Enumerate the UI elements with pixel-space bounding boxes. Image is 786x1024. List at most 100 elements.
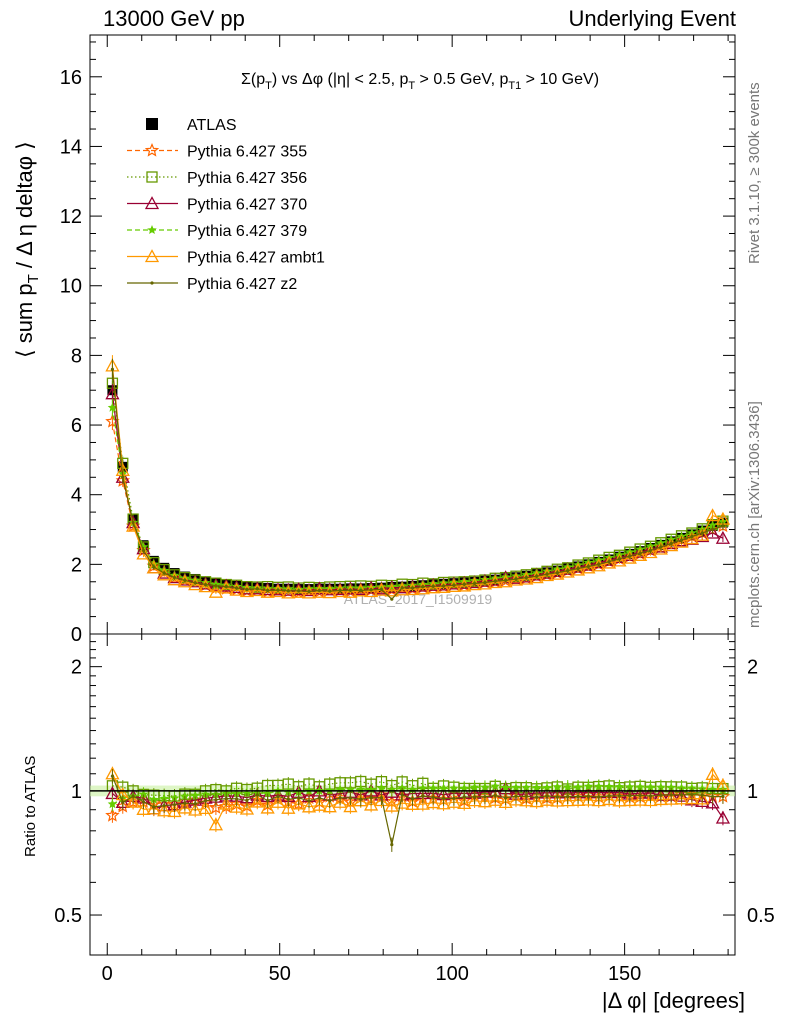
data-point bbox=[136, 546, 151, 560]
ratio-plot: 0 50 100 150 0.5 0.5 1 1 2 2 bbox=[54, 633, 775, 985]
data-point bbox=[395, 580, 410, 594]
data-point bbox=[255, 587, 259, 591]
data-point bbox=[266, 588, 270, 593]
x-tick-label: 50 bbox=[269, 963, 291, 985]
ratio-point bbox=[638, 793, 642, 798]
ratio-point bbox=[617, 794, 622, 798]
ratio-point bbox=[612, 793, 627, 807]
data-point bbox=[395, 582, 410, 596]
ratio-point bbox=[426, 795, 441, 809]
data-point bbox=[586, 564, 591, 569]
ratio-point bbox=[291, 796, 306, 810]
ratio-point bbox=[625, 782, 635, 791]
data-point bbox=[359, 588, 363, 593]
data-point bbox=[715, 530, 731, 544]
ratio-point bbox=[695, 791, 710, 805]
data-point bbox=[638, 551, 642, 555]
data-point bbox=[107, 402, 118, 412]
ratio-point bbox=[508, 792, 524, 806]
series-pythia-6-427-379 bbox=[107, 398, 728, 594]
data-point bbox=[343, 584, 358, 598]
ratio-point bbox=[452, 796, 456, 800]
ratio-point bbox=[410, 797, 415, 801]
data-point bbox=[633, 547, 648, 561]
ratio-point bbox=[343, 799, 358, 813]
ratio-point bbox=[214, 798, 218, 802]
y-tick-label: 10 bbox=[60, 276, 82, 298]
data-point bbox=[193, 581, 197, 585]
ratio-point bbox=[721, 794, 725, 799]
data-point bbox=[270, 584, 286, 598]
ratio-point bbox=[573, 782, 583, 792]
data-point bbox=[208, 584, 223, 598]
data-point bbox=[214, 584, 218, 588]
ratio-point bbox=[376, 783, 387, 793]
data-point bbox=[146, 560, 161, 574]
ratio-point bbox=[405, 796, 420, 810]
data-point bbox=[628, 554, 632, 558]
ratio-point bbox=[141, 800, 146, 804]
ratio-point bbox=[159, 793, 169, 803]
ratio-point bbox=[307, 799, 311, 803]
ratio-point bbox=[519, 793, 534, 807]
ratio-point bbox=[126, 794, 141, 808]
data-point bbox=[353, 582, 368, 596]
ratio-point bbox=[208, 800, 224, 814]
ratio-point bbox=[656, 782, 666, 792]
ratio-point bbox=[581, 792, 596, 806]
data-point bbox=[566, 569, 570, 573]
beam-label: 13000 GeV pp bbox=[103, 6, 245, 31]
data-point bbox=[679, 538, 684, 542]
series-pythia-6-427-370 bbox=[105, 384, 731, 597]
data-point bbox=[555, 571, 559, 575]
ratio-point bbox=[239, 801, 255, 815]
data-point bbox=[369, 588, 373, 592]
y-tick-label: 14 bbox=[60, 136, 82, 158]
ratio-point bbox=[400, 793, 404, 797]
data-point bbox=[322, 585, 337, 599]
ratio-point bbox=[149, 794, 159, 804]
x-tick-label: 100 bbox=[435, 963, 468, 985]
ratio-point bbox=[255, 793, 259, 797]
data-point bbox=[483, 580, 487, 585]
data-point bbox=[286, 589, 290, 593]
data-point bbox=[152, 565, 156, 569]
ratio-point bbox=[545, 794, 549, 798]
y-tick-label: 4 bbox=[71, 485, 82, 507]
data-point bbox=[415, 578, 430, 592]
ratio-point bbox=[167, 804, 182, 818]
data-point bbox=[539, 565, 555, 579]
data-point bbox=[183, 578, 187, 582]
ratio-point bbox=[190, 790, 200, 800]
y-tick-label: 16 bbox=[60, 67, 82, 89]
legend-label: Pythia 6.427 370 bbox=[187, 197, 307, 214]
ratio-point bbox=[705, 766, 720, 780]
data-point bbox=[301, 583, 317, 597]
ratio-point bbox=[322, 799, 337, 813]
ratio-point bbox=[490, 781, 500, 791]
data-point bbox=[690, 534, 694, 539]
ratio-point bbox=[262, 788, 273, 798]
legend-item: Pythia 6.427 z2 bbox=[127, 276, 297, 293]
data-point bbox=[622, 550, 637, 564]
data-point bbox=[167, 572, 182, 586]
data-point bbox=[410, 586, 415, 590]
ratio-point bbox=[359, 797, 363, 801]
ratio-point bbox=[604, 781, 614, 791]
ratio-point bbox=[607, 794, 611, 798]
ratio-point bbox=[705, 795, 720, 809]
ratio-point bbox=[550, 793, 565, 807]
main-ylabel: ⟨ sum pT / Δ η deltaφ ⟩ bbox=[12, 141, 42, 358]
ratio-point bbox=[203, 799, 208, 803]
ratio-point bbox=[469, 782, 480, 792]
data-point bbox=[462, 582, 466, 586]
legend-item: Pythia 6.427 379 bbox=[127, 223, 307, 240]
ratio-point bbox=[283, 787, 294, 797]
ratio-y-tick-label: 1 bbox=[71, 781, 82, 803]
ratio-point bbox=[539, 792, 555, 806]
ratio-point bbox=[136, 801, 151, 815]
data-point bbox=[338, 588, 342, 593]
ratio-point bbox=[500, 782, 511, 792]
data-point bbox=[617, 557, 622, 561]
